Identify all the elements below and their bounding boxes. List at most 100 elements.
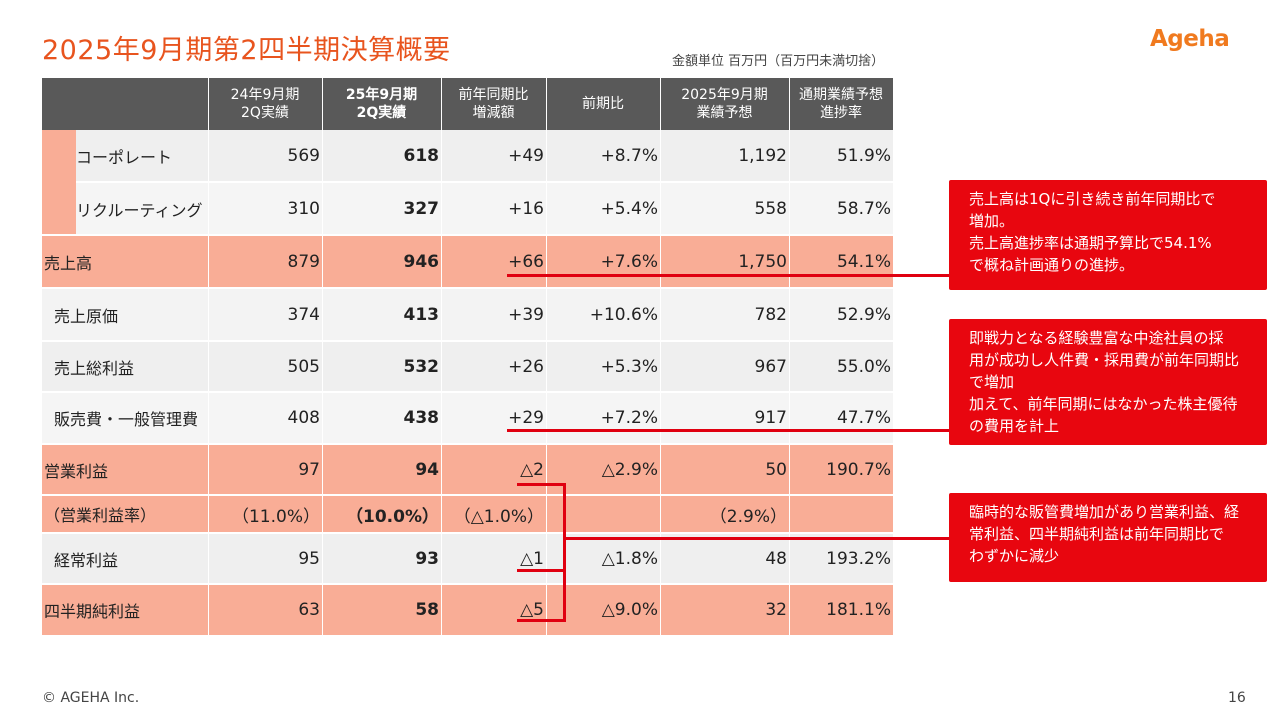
table-row: 売上総利益 505 532 +26 +5.3% 967 55.0% (42, 341, 893, 392)
row-label: 売上総利益 (54, 358, 135, 378)
row-divider (76, 181, 893, 183)
table-cell: （10.0%） (346, 506, 439, 527)
table-cell: 917 (754, 408, 787, 428)
row-divider (42, 494, 893, 496)
header-blank (42, 78, 208, 130)
table-row: リクルーティング 310 327 +16 +5.4% 558 58.7% (42, 182, 893, 235)
connector-bracket-vertical (563, 483, 566, 622)
table-cell: 967 (754, 356, 787, 377)
table-cell: 879 (287, 251, 320, 272)
table-cell: +26 (508, 356, 544, 377)
table-cell: 54.1% (836, 251, 891, 272)
callout-sga: 即戦力となる経験豊富な中途社員の採 用が成功し人件費・採用費が前年同期比 で増加… (949, 319, 1267, 445)
table-cell: 52.9% (836, 304, 891, 325)
table-cell: 946 (403, 251, 440, 272)
table-cell: +8.7% (600, 146, 658, 166)
table-cell: 95 (298, 548, 320, 569)
table-cell: +5.3% (600, 356, 658, 377)
table-cell: 558 (754, 198, 787, 219)
table-cell: +7.6% (600, 251, 658, 272)
header-col-1: 24年9月期 2Q実績 (208, 78, 322, 130)
table-cell: 193.2% (826, 548, 891, 569)
connector-line-profit (563, 537, 949, 540)
row-label: 売上原価 (54, 306, 119, 326)
row-divider (42, 391, 893, 393)
table-row: 経常利益 95 93 △1 △1.8% 48 193.2% (42, 533, 893, 584)
table-cell: 97 (298, 459, 320, 480)
table-cell: （11.0%） (231, 506, 320, 527)
table-cell: 618 (403, 146, 440, 166)
row-label: 営業利益 (44, 461, 109, 481)
table-row: 四半期純利益 63 58 △5 △9.0% 32 181.1% (42, 584, 893, 635)
table-cell: 413 (403, 304, 440, 325)
row-divider (42, 234, 893, 236)
company-logo: Ageha (1150, 26, 1230, 52)
header-col-5: 2025年9月期 業績予想 (660, 78, 789, 130)
table-cell: 32 (765, 599, 787, 620)
row-divider (42, 583, 893, 585)
table-cell: 374 (287, 304, 320, 325)
table-row: （営業利益率） （11.0%） （10.0%） （△1.0%） （2.9%） (42, 495, 893, 533)
column-divider (789, 78, 790, 635)
table-cell: 505 (287, 356, 320, 377)
table-cell: 190.7% (826, 459, 891, 480)
connector-tick-net (517, 619, 565, 622)
table-row: 売上高 879 946 +66 +7.6% 1,750 54.1% (42, 235, 893, 288)
callout-sales-text: 売上高は1Qに引き続き前年同期比で 増加。 売上高進捗率は通期予算比で54.1%… (969, 190, 1216, 274)
table-cell: +39 (508, 304, 544, 325)
callout-sales: 売上高は1Qに引き続き前年同期比で 増加。 売上高進捗率は通期予算比で54.1%… (949, 180, 1267, 290)
table-cell: +49 (508, 146, 544, 166)
callout-profit: 臨時的な販管費増加があり営業利益、経 常利益、四半期純利益は前年同期比で わずか… (949, 493, 1267, 582)
table-cell: 181.1% (826, 599, 891, 620)
table-cell: △5 (520, 599, 544, 620)
row-label: リクルーティング (76, 200, 203, 220)
unit-note: 金額単位 百万円（百万円未満切捨） (672, 54, 885, 69)
table-cell: 93 (415, 548, 439, 569)
table-cell: △2 (520, 459, 544, 480)
table-cell: +16 (508, 198, 544, 219)
segment-accent-bar (42, 130, 76, 235)
table-cell: 58.7% (836, 198, 891, 219)
row-label: 経常利益 (54, 550, 119, 570)
row-divider (42, 340, 893, 342)
table-cell: 48 (765, 548, 787, 569)
table-cell: △1 (520, 548, 544, 569)
column-divider (546, 78, 547, 635)
table-cell: 63 (298, 599, 320, 620)
callout-profit-text: 臨時的な販管費増加があり営業利益、経 常利益、四半期純利益は前年同期比で わずか… (969, 503, 1240, 565)
table-cell: △1.8% (601, 548, 658, 569)
table-cell: 47.7% (836, 408, 891, 428)
table-cell: （2.9%） (709, 506, 787, 527)
row-label: 四半期純利益 (44, 601, 141, 621)
column-divider (441, 78, 442, 635)
column-divider (660, 78, 661, 635)
table-row: 販売費・一般管理費 408 438 +29 +7.2% 917 47.7% (42, 392, 893, 444)
table-cell: 327 (403, 198, 440, 219)
table-cell: 1,750 (738, 251, 787, 272)
table-cell: 532 (403, 356, 440, 377)
row-divider (42, 532, 893, 534)
header-col-2: 25年9月期 2Q実績 (322, 78, 441, 130)
table-cell: +10.6% (589, 304, 658, 325)
table-cell: 569 (287, 146, 320, 166)
table-cell: 55.0% (836, 356, 891, 377)
row-divider (42, 443, 893, 445)
table-cell: 51.9% (836, 146, 891, 166)
page-title: 2025年9月期第2四半期決算概要 (42, 35, 451, 66)
copyright: © AGEHA Inc. (42, 690, 140, 706)
table-cell (789, 495, 893, 533)
callout-sga-text: 即戦力となる経験豊富な中途社員の採 用が成功し人件費・採用費が前年同期比 で増加… (969, 329, 1240, 435)
table-row: 売上原価 374 413 +39 +10.6% 782 52.9% (42, 288, 893, 341)
table-row: コーポレート 569 618 +49 +8.7% 1,192 51.9% (42, 130, 893, 182)
row-label: 売上高 (44, 253, 93, 273)
table-cell: 50 (765, 459, 787, 480)
table-cell: △9.0% (601, 599, 658, 620)
table-cell: 58 (415, 599, 439, 620)
connector-line-sales (507, 274, 949, 277)
header-col-6: 通期業績予想 進捗率 (789, 78, 893, 130)
table-cell: 782 (754, 304, 787, 325)
table-cell: +7.2% (600, 408, 658, 428)
table-row: 営業利益 97 94 △2 △2.9% 50 190.7% (42, 444, 893, 495)
table-cell: 438 (403, 408, 440, 428)
connector-tick-ord (517, 569, 565, 572)
